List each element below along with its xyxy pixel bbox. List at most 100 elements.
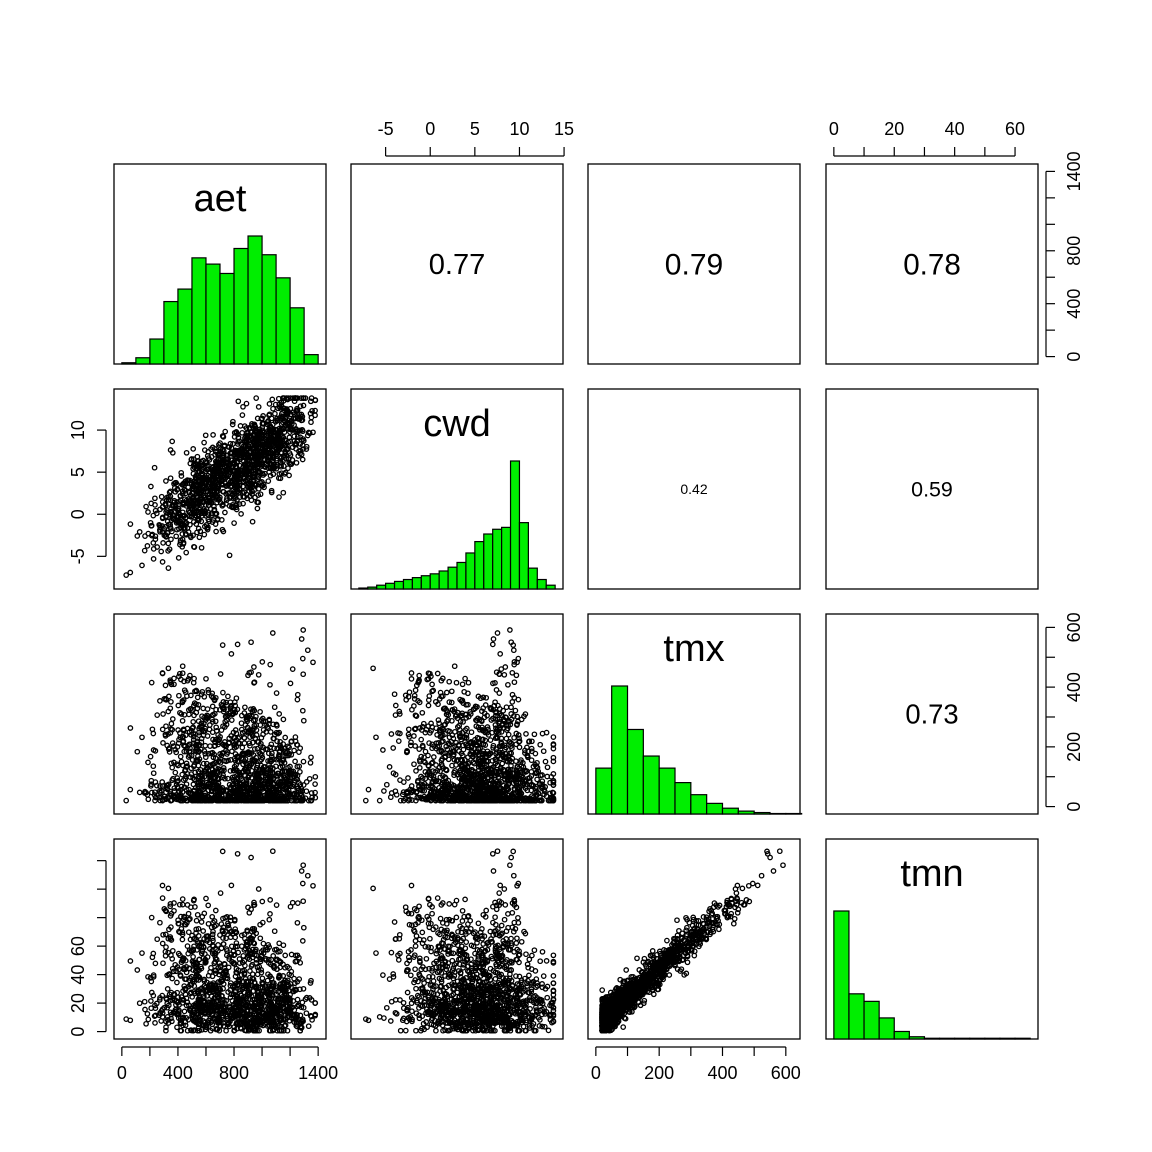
point	[300, 862, 307, 869]
point	[268, 487, 275, 494]
point	[285, 446, 291, 452]
point	[280, 405, 287, 412]
point	[169, 438, 176, 445]
point	[294, 919, 301, 926]
point	[303, 446, 310, 452]
point	[392, 702, 399, 709]
point	[238, 453, 245, 459]
point	[154, 544, 161, 550]
point	[308, 754, 314, 761]
point	[257, 479, 264, 486]
point	[230, 461, 237, 467]
point	[227, 784, 234, 791]
point	[266, 401, 273, 407]
point	[249, 739, 256, 746]
point	[419, 709, 426, 716]
point	[295, 453, 302, 459]
point	[163, 723, 169, 730]
point	[196, 499, 203, 506]
corr-aet-tmx: 0.79	[665, 249, 723, 282]
point	[468, 729, 475, 736]
point	[503, 704, 510, 711]
point	[157, 919, 163, 926]
point	[276, 494, 282, 500]
point	[213, 528, 219, 535]
point	[285, 465, 291, 472]
point	[183, 549, 190, 556]
point	[139, 562, 145, 569]
point	[381, 788, 387, 794]
point	[286, 434, 293, 441]
point	[190, 446, 197, 452]
point	[254, 505, 261, 512]
point	[175, 555, 182, 561]
point	[159, 559, 166, 565]
point	[269, 750, 275, 757]
point	[231, 474, 238, 481]
point	[395, 738, 402, 744]
point	[373, 734, 379, 741]
point	[278, 399, 285, 406]
point	[224, 452, 231, 459]
point	[509, 699, 516, 705]
point	[239, 429, 246, 436]
panel-frame-3-2	[587, 838, 801, 1040]
point	[179, 663, 186, 670]
point	[240, 403, 246, 410]
point	[215, 495, 221, 501]
point	[304, 872, 311, 879]
hist-bar-cwd-11	[456, 561, 467, 590]
point	[176, 526, 182, 532]
point	[248, 488, 255, 494]
corr-aet-cwd: 0.77	[429, 249, 486, 281]
point	[291, 747, 297, 754]
point	[235, 449, 242, 456]
point	[202, 742, 209, 749]
hist-bar-cwd-13	[474, 540, 485, 590]
point	[224, 495, 230, 501]
point	[123, 797, 130, 804]
point	[278, 470, 285, 477]
point	[453, 679, 460, 686]
point	[294, 395, 301, 401]
point	[265, 478, 272, 484]
hist-bar-aet-7	[219, 272, 235, 365]
point	[226, 552, 233, 559]
point	[229, 421, 236, 428]
point	[176, 692, 182, 699]
point	[189, 725, 196, 732]
hist-bar-cwd-15	[492, 528, 503, 590]
point	[152, 789, 158, 796]
point	[248, 454, 254, 460]
point	[167, 447, 174, 453]
point	[267, 464, 274, 471]
point	[273, 902, 280, 908]
point	[223, 699, 229, 706]
point	[507, 627, 513, 633]
point	[300, 717, 307, 724]
scatter-cwd-vs-aet	[123, 395, 319, 578]
point	[281, 442, 288, 449]
point	[293, 441, 300, 448]
point	[159, 940, 166, 947]
point	[193, 472, 200, 479]
point	[227, 768, 234, 774]
point	[175, 505, 181, 512]
point	[434, 670, 441, 677]
point	[433, 762, 439, 768]
point	[241, 423, 248, 429]
point	[400, 779, 407, 785]
point	[241, 740, 248, 747]
point	[217, 465, 223, 472]
point	[255, 485, 262, 492]
point	[246, 488, 252, 494]
point	[282, 437, 288, 444]
point	[184, 677, 191, 684]
point	[505, 681, 511, 688]
point	[259, 445, 266, 451]
point	[282, 952, 289, 959]
point	[508, 704, 514, 711]
point	[253, 732, 260, 738]
point	[167, 488, 174, 495]
point	[411, 703, 417, 709]
